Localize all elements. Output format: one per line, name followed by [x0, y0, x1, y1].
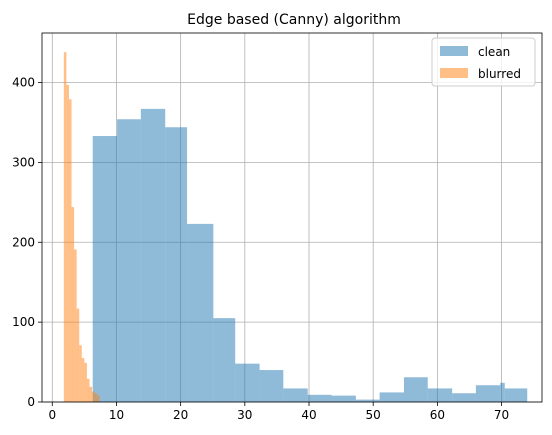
x-tick-label: 50: [366, 408, 381, 422]
bar-blurred: [79, 345, 82, 402]
bar-clean: [355, 399, 380, 402]
legend: clean blurred: [431, 37, 536, 87]
x-tick-label: 60: [430, 408, 445, 422]
bar-clean: [165, 127, 188, 402]
bar-clean: [475, 385, 501, 402]
bar-blurred: [89, 386, 93, 402]
bar-blurred: [63, 52, 67, 403]
bar-blurred: [66, 84, 69, 402]
bar-clean: [235, 363, 260, 402]
bar-clean: [452, 393, 476, 402]
legend-label-blurred: blurred: [478, 67, 521, 81]
bar-clean: [504, 388, 528, 402]
bar-blurred: [84, 362, 87, 402]
bar-clean: [331, 395, 356, 402]
x-tick-label: 10: [109, 408, 124, 422]
bars: [63, 52, 528, 403]
y-tick-label: 300: [12, 155, 35, 169]
bar-clean: [307, 394, 332, 402]
legend-label-clean: clean: [478, 45, 510, 59]
x-tick-label: 20: [173, 408, 188, 422]
bar-blurred: [76, 308, 80, 402]
bar-clean: [213, 318, 236, 402]
legend-swatch-blurred: [440, 68, 468, 78]
x-tick-label: 0: [48, 408, 56, 422]
bar-clean: [427, 388, 453, 402]
bar-blurred: [92, 391, 95, 402]
bar-clean: [404, 377, 428, 402]
legend-swatch-clean: [440, 46, 468, 56]
y-tick-label: 100: [12, 315, 35, 329]
bar-blurred: [81, 358, 85, 402]
bar-blurred: [86, 378, 90, 402]
x-tick-label: 30: [237, 408, 252, 422]
bar-blurred: [68, 99, 72, 402]
chart-title: Edge based (Canny) algorithm: [187, 12, 401, 28]
axes-frame: [41, 32, 543, 403]
bar-clean: [259, 370, 284, 402]
bar-clean: [117, 119, 141, 403]
y-tick-label: 400: [12, 76, 35, 90]
bar-clean: [500, 382, 505, 402]
bar-blurred: [74, 249, 77, 402]
bar-clean: [379, 392, 405, 402]
bar-blurred: [94, 393, 98, 402]
bar-clean: [187, 223, 214, 402]
x-tick-label: 70: [494, 408, 509, 422]
bar-clean: [283, 388, 308, 402]
bar-clean: [92, 136, 118, 402]
y-tick-label: 200: [12, 235, 35, 249]
bar-clean: [140, 108, 166, 403]
bar-blurred: [97, 395, 100, 402]
axes: 0 10 20 30 40 50 60 70 0 100 200 300 400: [12, 32, 543, 422]
x-tick-label: 40: [301, 408, 316, 422]
bar-blurred: [71, 207, 75, 402]
y-tick-label: 0: [27, 395, 35, 409]
